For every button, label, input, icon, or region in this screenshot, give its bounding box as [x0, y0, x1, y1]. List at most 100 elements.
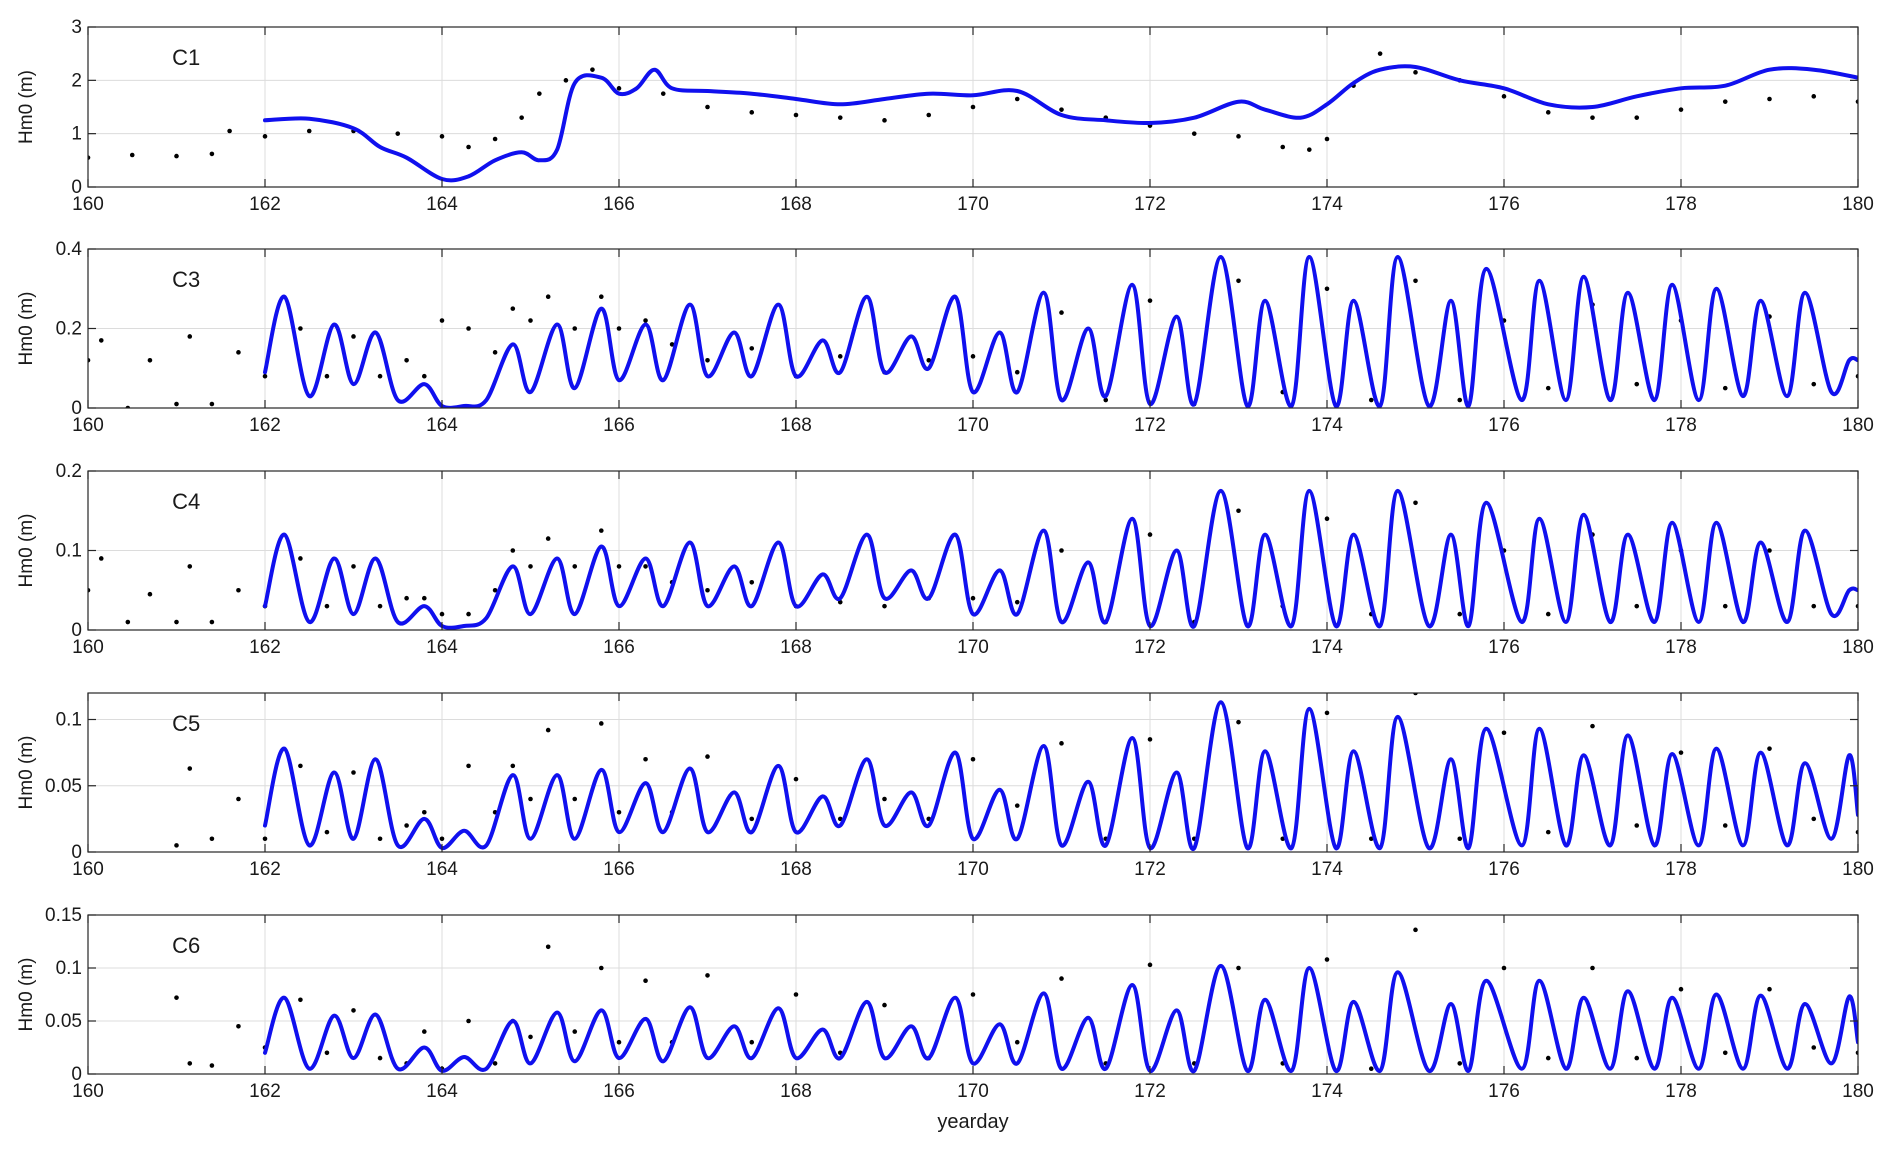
x-tick-label: 180 [1842, 859, 1874, 880]
observed-point [1368, 1066, 1374, 1071]
observed-point [1678, 107, 1684, 112]
y-tick-label: 0.1 [56, 541, 82, 562]
observed-point [837, 354, 843, 359]
observed-point [545, 294, 551, 300]
y-tick-label: 0.1 [56, 710, 82, 731]
observed-point [1767, 986, 1772, 992]
observed-point [439, 134, 445, 139]
observed-point [298, 326, 303, 331]
observed-point [236, 350, 241, 355]
x-tick-label: 176 [1488, 637, 1520, 658]
observed-point [129, 152, 135, 158]
observed-point [187, 564, 193, 569]
ticks: 160 162 164 166 168 170 172 174 176 178 180 0 0.05 0.… [45, 693, 1874, 880]
observed-point [705, 358, 710, 363]
x-tick-label: 174 [1311, 637, 1343, 658]
panel-c4: 160 162 164 166 168 170 172 174 176 178 180 0 0.1 0.2… [16, 461, 1874, 658]
observed-point [1413, 500, 1418, 506]
observed-point [1377, 51, 1383, 56]
observed-point [187, 334, 193, 339]
observed-point [1236, 508, 1241, 514]
observed-point [1767, 96, 1772, 102]
observed-point [174, 619, 179, 625]
x-tick-label: 162 [249, 194, 281, 215]
modeled-series-line [263, 963, 1858, 1073]
panel-label: C4 [172, 489, 200, 514]
observed-point [1501, 730, 1507, 736]
y-tick-label: 0.05 [45, 1011, 82, 1032]
observed-point [1147, 532, 1153, 537]
observed-point [174, 995, 179, 1000]
x-tick-label: 164 [426, 415, 458, 436]
x-tick-label: 174 [1311, 859, 1343, 880]
x-tick-label: 172 [1134, 859, 1166, 880]
observed-point [1457, 836, 1463, 842]
observed-point [970, 756, 976, 762]
observed-point [466, 763, 471, 769]
y-axis-label: Hm0 (m) [16, 958, 37, 1032]
x-tick-label: 178 [1665, 1081, 1697, 1102]
panel-label: C3 [172, 267, 200, 292]
ticks: 160 162 164 166 168 170 172 174 176 178 180 0 0.1 0.2 [56, 461, 1874, 658]
x-tick-label: 178 [1665, 637, 1697, 658]
x-tick-label: 168 [780, 859, 812, 880]
observed-point [1501, 965, 1507, 971]
x-tick-label: 178 [1665, 415, 1697, 436]
y-tick-label: 0.1 [56, 958, 82, 979]
observed-point [98, 556, 104, 561]
observed-point [1014, 599, 1020, 605]
observed-point [1722, 603, 1728, 609]
observed-point [174, 153, 179, 159]
x-tick-label: 166 [603, 415, 635, 436]
observed-point [926, 112, 932, 118]
observed-point [1236, 965, 1241, 971]
panel-c5: 160 162 164 166 168 170 172 174 176 178 180 0 0.05 0.… [16, 692, 1874, 880]
observed-point [236, 1024, 241, 1029]
observed-point [395, 131, 401, 136]
observed-point [404, 823, 409, 828]
data-layer [174, 693, 1858, 851]
observed-point [599, 721, 604, 726]
observed-point [510, 306, 516, 311]
observed-point [545, 727, 551, 733]
observed-point [262, 836, 268, 842]
panel-label: C5 [172, 711, 200, 736]
observed-point [1811, 1045, 1817, 1050]
observed-point [643, 978, 648, 984]
x-tick-label: 170 [957, 194, 989, 215]
observed-point [324, 603, 330, 609]
observed-point [1191, 131, 1197, 136]
panels: 160 162 164 166 168 170 172 174 176 178 180 0 1 2 3 Hm0… [16, 17, 1874, 1102]
observed-point [1545, 1055, 1551, 1061]
observed-point [1014, 369, 1020, 375]
observed-point [1722, 385, 1728, 391]
observed-point [749, 816, 755, 822]
observed-point [1722, 99, 1728, 104]
observed-point [351, 770, 356, 775]
x-tick-label: 168 [780, 637, 812, 658]
observed-point [749, 580, 755, 585]
observed-point [510, 763, 516, 769]
x-tick-label: 170 [957, 1081, 989, 1102]
observed-point [351, 564, 356, 569]
y-tick-label: 0 [71, 398, 82, 419]
observed-point [209, 1063, 215, 1068]
y-tick-label: 2 [71, 70, 82, 91]
y-tick-label: 0.15 [45, 905, 82, 926]
observed-point [616, 1039, 622, 1045]
observed-point [1811, 94, 1817, 99]
observed-point [669, 342, 675, 347]
observed-point [643, 564, 648, 569]
x-tick-label: 176 [1488, 859, 1520, 880]
observed-point [545, 944, 551, 950]
modeled-series-line [263, 64, 1858, 183]
observed-point [422, 373, 427, 379]
x-tick-label: 180 [1842, 637, 1874, 658]
observed-point [519, 115, 524, 120]
observed-point [1280, 144, 1286, 150]
x-tick-label: 164 [426, 859, 458, 880]
observed-point [572, 796, 578, 802]
panel-label: C6 [172, 933, 200, 958]
observed-point [1811, 381, 1817, 387]
